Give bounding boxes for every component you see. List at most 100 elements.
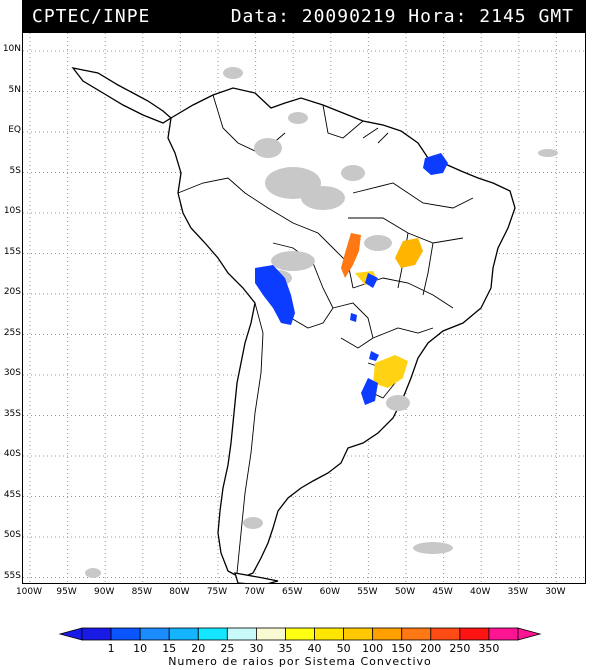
system-gold-east [395, 238, 423, 268]
cloud-north-1 [223, 67, 243, 79]
lon-label: 75W [206, 587, 228, 597]
legend-arrow-left [58, 627, 83, 641]
brazil-states-1 [352, 182, 474, 209]
central-america-strip [71, 67, 173, 124]
lat-label: 10N [2, 44, 21, 54]
lat-label: 10S [3, 206, 21, 216]
legend-value-label: 50 [336, 642, 351, 655]
lat-label: 5S [9, 165, 21, 176]
border-bolivia [272, 242, 334, 329]
legend-swatch [81, 627, 112, 641]
legend-swatch [343, 627, 374, 641]
lon-label: 90W [94, 587, 115, 597]
cloud-center-1 [364, 235, 392, 251]
cloud-north-2 [288, 112, 308, 124]
lon-label: 55W [357, 587, 378, 597]
legend-value-label: 35 [278, 642, 293, 655]
lon-label: 80W [169, 587, 190, 597]
lat-label: 5N [8, 84, 21, 95]
lat-label: 40S [3, 449, 21, 459]
lon-label: 95W [56, 587, 77, 597]
legend-swatch [430, 627, 461, 641]
cloud-amazon-4 [341, 165, 365, 181]
legend-swatch [372, 627, 403, 641]
lon-label: 50W [394, 587, 416, 597]
lon-label: 100W [15, 587, 43, 597]
legend-swatch [401, 627, 432, 641]
legend-value-label: 350 [478, 642, 500, 655]
legend-value-label: 25 [220, 642, 235, 655]
map-frame[interactable] [22, 32, 586, 584]
legend-swatch [255, 627, 286, 641]
legend-value-label: 40 [307, 642, 322, 655]
continent-outline [71, 67, 516, 583]
timestamp-label: Data: 20090219 Hora: 2145 GMT [230, 6, 574, 27]
legend-value-label: 20 [191, 642, 206, 655]
legend-value-label: 10 [133, 642, 148, 655]
lon-label: 60W [319, 587, 340, 597]
system-blue-south-2 [369, 351, 379, 361]
lat-label: 20S [3, 287, 21, 297]
lon-label: 40W [470, 587, 491, 597]
cloud-amazon-3 [254, 138, 282, 158]
convective-systems [255, 153, 448, 405]
lon-label: 85W [131, 587, 152, 597]
legend-value-label: 30 [249, 642, 264, 655]
legend-value-label: 250 [449, 642, 471, 655]
legend-value-label: 1 [107, 642, 115, 655]
legend-value-label: 200 [420, 642, 442, 655]
legend-swatch [459, 627, 490, 641]
lon-label: 45W [432, 587, 453, 597]
color-legend-bar [58, 627, 542, 641]
legend-swatch [314, 627, 344, 641]
system-blue-andes [255, 265, 295, 325]
tierra-del-fuego [234, 572, 279, 583]
system-blue-south-1 [361, 378, 378, 405]
map-canvas[interactable] [23, 33, 586, 584]
border-colombia-peru [177, 177, 246, 194]
legend-arrow-right [517, 627, 542, 641]
legend-swatch [226, 627, 257, 641]
border-argentina-chile [236, 302, 264, 574]
legend-swatch [110, 627, 141, 641]
system-blue-northeast [423, 153, 448, 175]
legend-swatch [139, 627, 170, 641]
cloud-atlantic-2 [538, 149, 558, 157]
legend-value-label: 150 [391, 642, 413, 655]
cloud-andes-1 [271, 251, 315, 271]
system-blue-small [350, 313, 357, 322]
legend-swatch [285, 627, 315, 641]
lon-label: 35W [507, 587, 528, 597]
legend-value-label: 15 [162, 642, 177, 655]
agency-label: CPTEC/INPE [32, 6, 151, 27]
lon-label: 70W [244, 587, 265, 597]
lon-label: 65W [282, 587, 303, 597]
lat-label: 35S [3, 408, 21, 419]
lat-label: EQ [8, 125, 21, 135]
lat-label: 55S [3, 570, 21, 581]
map-header: CPTEC/INPE Data: 20090219 Hora: 2145 GMT [22, 0, 586, 32]
lat-label: 30S [3, 368, 21, 378]
system-blue-center [365, 273, 378, 288]
south-america-landmass [167, 87, 516, 579]
country-borders [177, 94, 474, 574]
border-paraguay [332, 302, 374, 349]
legend-value-label: 100 [362, 642, 384, 655]
cloud-pacific-1 [85, 568, 101, 578]
legend-swatch [197, 627, 228, 641]
cloud-south-2 [243, 517, 263, 529]
system-yellow-south [373, 355, 408, 388]
lat-label: 50S [3, 530, 21, 540]
lon-label: 30W [545, 587, 566, 597]
lat-label: 25S [3, 327, 21, 338]
brazil-states-4 [372, 327, 434, 339]
legend-title: Numero de raios por Sistema Convectivo [168, 655, 432, 668]
lat-label: 45S [3, 489, 21, 500]
legend-swatch [488, 627, 519, 641]
cloud-south-1 [386, 395, 410, 411]
cloud-amazon-2 [301, 186, 345, 210]
legend-swatch [168, 627, 199, 641]
system-orange-center [341, 233, 361, 278]
lat-label: 15S [3, 246, 21, 257]
border-guianas [322, 104, 389, 144]
